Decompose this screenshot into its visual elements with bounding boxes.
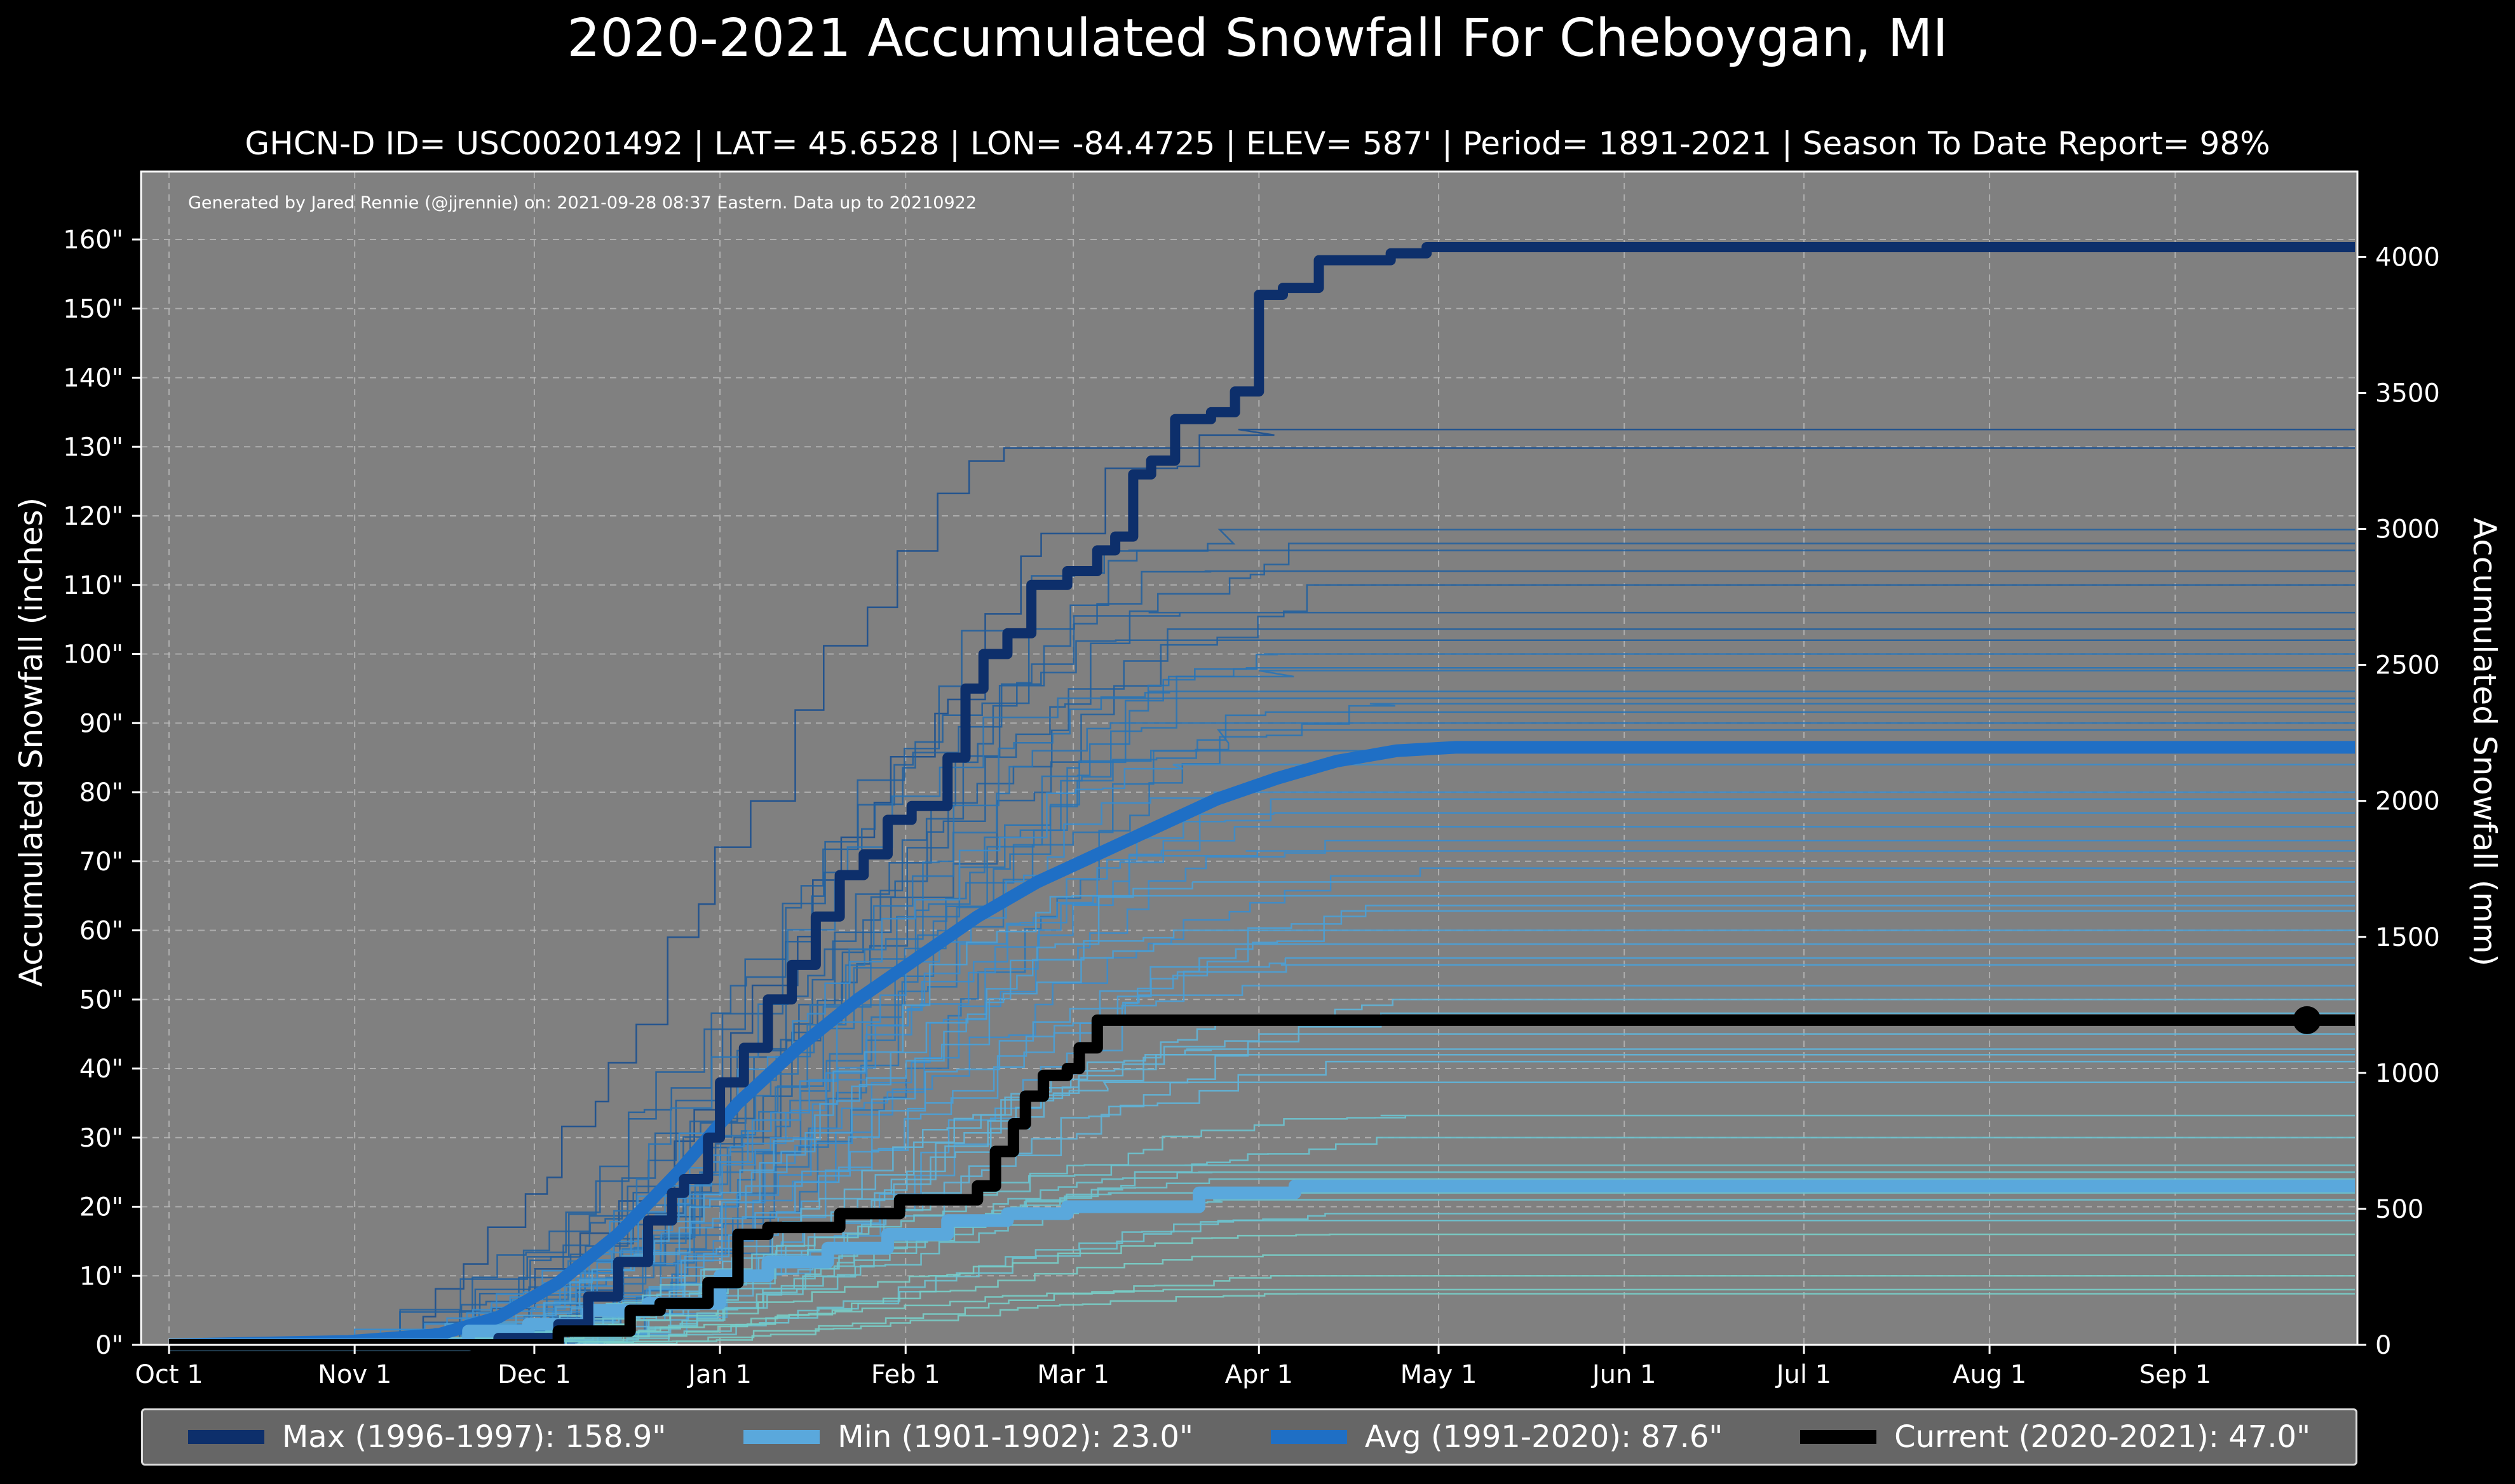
- y-tick-label-left: 130": [63, 433, 123, 462]
- current-end-marker: [2293, 1006, 2321, 1034]
- legend-swatch-current: [1800, 1430, 1877, 1444]
- chart-subtitle: GHCN-D ID= USC00201492 | LAT= 45.6528 | …: [245, 125, 2270, 162]
- series-line-min: [169, 1179, 2355, 1351]
- historical-season-line: [169, 1275, 2355, 1346]
- y-tick-label-left: 30": [79, 1124, 123, 1153]
- x-tick-label: May 1: [1400, 1360, 1477, 1389]
- y-tick-label-right: 1000: [2375, 1059, 2440, 1088]
- plot-area: [141, 172, 2357, 1345]
- historical-season-line: [169, 985, 2355, 1346]
- legend: Max (1996-1997): 158.9" Min (1901-1902):…: [141, 1408, 2357, 1466]
- y-tick-label-left: 120": [63, 502, 123, 531]
- legend-item-max: Max (1996-1997): 158.9": [187, 1419, 667, 1455]
- historical-season-line: [169, 447, 2355, 1346]
- historical-season-line: [169, 1171, 2355, 1346]
- historical-season-line: [169, 428, 2355, 1346]
- x-tick-label: Aug 1: [1953, 1360, 2026, 1389]
- y-tick-label-left: 40": [79, 1055, 123, 1084]
- y-tick-label-left: 20": [79, 1193, 123, 1222]
- x-tick-label: Dec 1: [498, 1360, 571, 1389]
- historical-season-line: [169, 670, 2355, 1346]
- x-tick-label: Mar 1: [1037, 1360, 1109, 1389]
- y-tick-label-left: 150": [63, 295, 123, 324]
- legend-swatch-max: [187, 1430, 264, 1444]
- historical-season-line: [169, 943, 2355, 1346]
- legend-item-min: Min (1901-1902): 23.0": [743, 1419, 1193, 1455]
- historical-season-line: [169, 639, 2355, 1346]
- main-series: [168, 241, 2355, 1351]
- y-tick-label-left: 10": [79, 1262, 123, 1291]
- historical-season-line: [169, 543, 2355, 1346]
- y-axis-left-ticks: 0" 10" 20" 30" 40" 50" 60" 70" 80" 90" 100" 110" 120…: [63, 226, 141, 1360]
- historical-season-line: [169, 929, 2355, 1346]
- legend-swatch-min: [743, 1430, 820, 1444]
- legend-label-current: Current (2020-2021): 47.0": [1894, 1419, 2311, 1455]
- y-tick-label-left: 60": [79, 917, 123, 946]
- historical-season-line: [169, 957, 2355, 1346]
- legend-swatch-avg: [1270, 1430, 1347, 1444]
- y-tick-label-right: 3000: [2375, 515, 2440, 544]
- y-tick-label-right: 0: [2375, 1331, 2391, 1360]
- historical-season-line: [169, 812, 2355, 1346]
- x-tick-label: Apr 1: [1225, 1360, 1293, 1389]
- historical-season-line: [169, 850, 2355, 1346]
- x-tick-label: Feb 1: [871, 1360, 940, 1389]
- credit-text: Generated by Jared Rennie (@jjrennie) on…: [188, 193, 977, 213]
- legend-label-avg: Avg (1991-2020): 87.6": [1364, 1419, 1723, 1455]
- historical-season-line: [169, 867, 2355, 1346]
- historical-season-line: [169, 690, 2355, 1346]
- y-tick-label-left: 80": [79, 778, 123, 807]
- y-tick-label-right: 500: [2375, 1195, 2423, 1224]
- y-tick-label-right: 2000: [2375, 787, 2440, 816]
- x-tick-label: Oct 1: [135, 1360, 203, 1389]
- legend-item-avg: Avg (1991-2020): 87.6": [1270, 1419, 1723, 1455]
- chart-title: 2020-2021 Accumulated Snowfall For Chebo…: [567, 8, 1948, 69]
- x-tick-label: Jan 1: [686, 1360, 752, 1389]
- y-tick-label-left: 50": [79, 985, 123, 1015]
- series-line-avg: [168, 741, 2355, 1351]
- y-tick-label-right: 3500: [2375, 379, 2440, 408]
- x-tick-label: Sep 1: [2139, 1360, 2211, 1389]
- y-tick-label-left: 140": [63, 364, 123, 393]
- x-axis-ticks: Oct 1 Nov 1 Dec 1 Jan 1 Feb 1 Mar 1 Apr 1 May 1…: [135, 1345, 2211, 1389]
- y-tick-label-left: 100": [63, 640, 123, 670]
- y-axis-right-ticks: 0 500 1000 1500 2000 2500 3000 3500 4000: [2357, 243, 2440, 1360]
- legend-label-min: Min (1901-1902): 23.0": [837, 1419, 1193, 1455]
- historical-season-line: [169, 1114, 2355, 1346]
- plot-frame: [140, 170, 2359, 1346]
- y-tick-label-left: 0": [95, 1331, 123, 1360]
- y-tick-label-right: 4000: [2375, 243, 2440, 272]
- x-tick-label: Nov 1: [318, 1360, 391, 1389]
- x-tick-label: Jul 1: [1775, 1360, 1831, 1389]
- series-line-current: [169, 1014, 2355, 1351]
- x-tick-label: Jun 1: [1590, 1360, 1657, 1389]
- legend-label-max: Max (1996-1997): 158.9": [281, 1419, 667, 1455]
- y-tick-label-right: 2500: [2375, 651, 2440, 680]
- y-axis-label-right: Accumulated Snowfall (mm): [2466, 518, 2503, 966]
- y-tick-label-left: 110": [63, 571, 123, 600]
- historical-season-line: [169, 1293, 2355, 1346]
- y-tick-label-left: 70": [79, 847, 123, 877]
- historical-season-line: [169, 1220, 2355, 1346]
- y-tick-label-left: 90": [79, 709, 123, 738]
- series-line-max: [169, 241, 2355, 1350]
- y-tick-label-left: 160": [63, 226, 123, 255]
- y-tick-label-right: 1500: [2375, 923, 2440, 952]
- historical-season-line: [169, 570, 2355, 1346]
- y-axis-label-left: Accumulated Snowfall (inches): [13, 497, 50, 987]
- legend-item-current: Current (2020-2021): 47.0": [1800, 1419, 2310, 1455]
- historical-season-line: [169, 1192, 2355, 1346]
